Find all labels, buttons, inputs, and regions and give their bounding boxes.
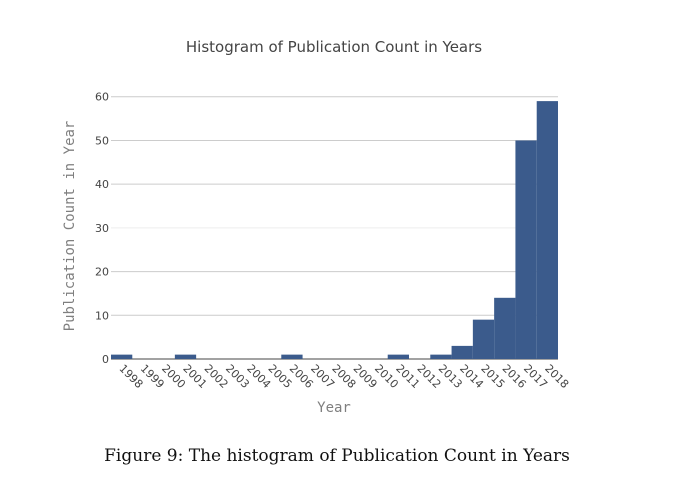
x-tick-label: 2004 — [244, 362, 273, 391]
x-tick-label: 2006 — [287, 362, 316, 391]
x-tick-label: 2015 — [478, 362, 507, 391]
x-tick-label: 2009 — [351, 362, 380, 391]
x-tick-label: 2016 — [500, 362, 529, 391]
histogram-chart: Histogram of Publication Count in Years … — [62, 38, 572, 416]
y-tick-label: 10 — [95, 309, 109, 322]
y-tick-label: 60 — [95, 91, 109, 104]
x-axis-label: Year — [317, 400, 351, 416]
bar-2016 — [494, 297, 516, 359]
bar-2017 — [515, 140, 537, 359]
bar-2006 — [281, 354, 303, 359]
y-tick-label: 0 — [102, 353, 109, 366]
x-tick-label: 2003 — [223, 362, 252, 391]
figure-caption: Figure 9: The histogram of Publication C… — [104, 446, 570, 466]
x-axis-ticks: 1998199920002001200220032004200520062007… — [117, 362, 572, 391]
bar-2014 — [451, 345, 473, 359]
y-tick-label: 50 — [95, 134, 109, 147]
y-axis-label: Publication Count in Year — [62, 121, 78, 332]
y-tick-label: 30 — [95, 222, 109, 235]
chart-title: Histogram of Publication Count in Years — [186, 38, 482, 56]
x-tick-label: 2000 — [159, 362, 188, 391]
x-tick-label: 2010 — [372, 362, 401, 391]
x-tick-label: 2008 — [329, 362, 358, 391]
bar-2001 — [174, 354, 197, 359]
x-tick-label: 2002 — [202, 362, 231, 391]
x-tick-label: 2012 — [415, 362, 444, 391]
x-tick-label: 2013 — [436, 362, 465, 391]
y-axis-ticks: 0 10 20 30 40 50 60 — [95, 91, 109, 366]
x-tick-label: 2005 — [266, 362, 295, 391]
x-tick-label: 1998 — [117, 362, 146, 391]
x-tick-label: 2007 — [308, 362, 337, 391]
x-tick-label: 2017 — [521, 362, 550, 391]
y-tick-label: 20 — [95, 266, 109, 279]
bar-1998 — [111, 354, 133, 359]
y-tick-label: 40 — [95, 178, 109, 191]
x-tick-label: 1999 — [138, 362, 167, 391]
bar-2015 — [472, 319, 495, 359]
x-tick-label: 2011 — [393, 362, 422, 391]
bar-2018 — [536, 101, 558, 359]
x-tick-label: 2018 — [542, 362, 571, 391]
bars — [111, 101, 558, 359]
bar-2011 — [387, 354, 409, 359]
x-tick-label: 2014 — [457, 362, 486, 391]
x-tick-label: 2001 — [180, 362, 209, 391]
bar-2013 — [430, 354, 452, 359]
